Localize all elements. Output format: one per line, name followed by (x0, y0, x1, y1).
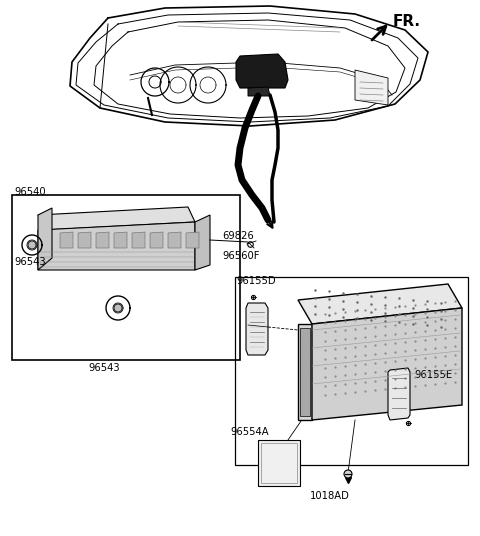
Polygon shape (132, 232, 145, 248)
Text: 96554A: 96554A (230, 427, 269, 437)
Polygon shape (150, 232, 163, 248)
Bar (258, 440, 300, 486)
Polygon shape (388, 368, 410, 420)
Text: 96560F: 96560F (222, 251, 260, 261)
Text: 96155D: 96155D (236, 276, 276, 286)
Polygon shape (38, 208, 52, 270)
Polygon shape (300, 328, 310, 416)
Text: 1018AD: 1018AD (310, 491, 350, 501)
Text: 69826: 69826 (222, 231, 254, 241)
Circle shape (114, 304, 122, 312)
Polygon shape (96, 232, 109, 248)
Polygon shape (195, 215, 210, 270)
Polygon shape (78, 232, 91, 248)
Text: FR.: FR. (393, 14, 421, 29)
Polygon shape (186, 232, 199, 248)
Polygon shape (298, 324, 312, 420)
Polygon shape (312, 308, 462, 420)
Polygon shape (114, 232, 127, 248)
Polygon shape (38, 207, 195, 230)
Text: 96543: 96543 (88, 363, 120, 373)
Polygon shape (248, 87, 270, 96)
Polygon shape (355, 70, 388, 105)
Text: 96155E: 96155E (414, 370, 452, 380)
Polygon shape (60, 232, 73, 248)
Bar (261, 443, 297, 483)
Polygon shape (246, 303, 268, 355)
Polygon shape (38, 222, 195, 270)
Polygon shape (236, 54, 288, 88)
Bar (235, 277, 468, 465)
Polygon shape (168, 232, 181, 248)
Polygon shape (298, 284, 462, 324)
Text: 96543: 96543 (14, 257, 46, 267)
Circle shape (344, 470, 352, 478)
Bar (12, 195, 240, 360)
Text: 96540: 96540 (14, 187, 46, 197)
Circle shape (28, 241, 36, 249)
